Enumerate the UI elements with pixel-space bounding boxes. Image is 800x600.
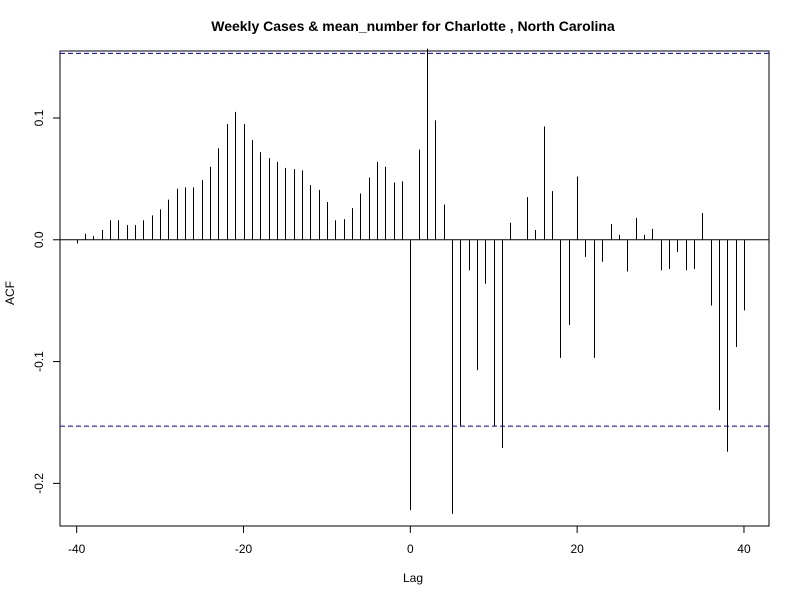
y-tick-label: 0.0 — [32, 231, 46, 248]
x-tick-label: 20 — [570, 542, 584, 556]
x-tick-label: 40 — [737, 542, 751, 556]
x-tick-label: 0 — [407, 542, 414, 556]
x-axis-label: Lag — [403, 571, 423, 585]
plot-frame — [59, 50, 770, 527]
chart-title: Weekly Cases & mean_number for Charlotte… — [211, 18, 615, 34]
x-tick-label: -20 — [235, 542, 253, 556]
y-tick-label: -0.2 — [32, 473, 46, 494]
x-tick-label: -40 — [68, 542, 86, 556]
y-axis-label: ACF — [3, 281, 17, 305]
y-tick-label: 0.1 — [32, 109, 46, 126]
y-tick-label: -0.1 — [32, 351, 46, 372]
plot-area: -40 -20 0 20 40 -0.2 -0.1 0.0 0.1 — [32, 48, 770, 556]
